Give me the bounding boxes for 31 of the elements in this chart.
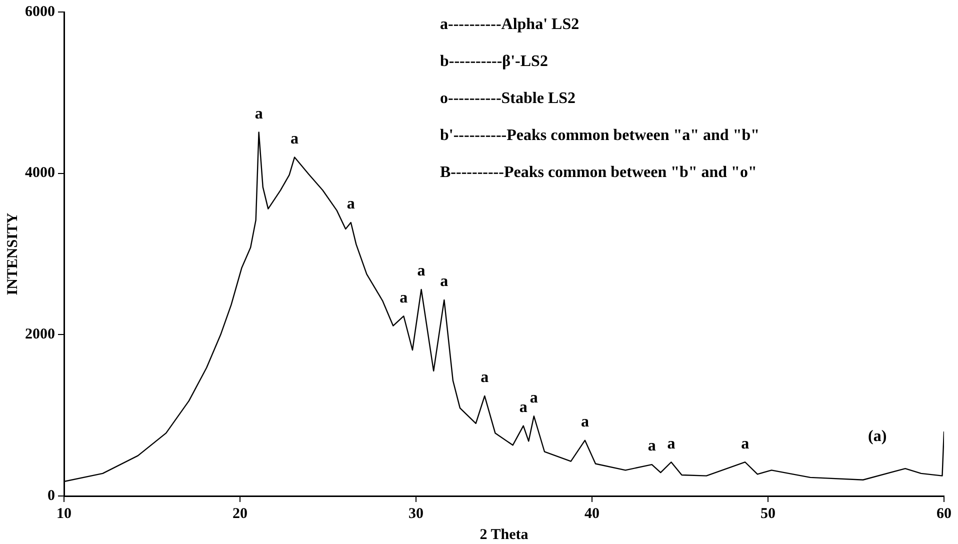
y-axis-title: INTENSITY [4,212,21,296]
annotation: a [346,196,355,213]
annotation: a [480,369,489,386]
y-tick-label: 0 [48,488,55,504]
x-tick-label: 20 [232,506,248,522]
annotation: a [530,389,538,406]
annotation: a [667,435,676,452]
annotation: a----------Alpha' LS2 [440,16,580,35]
annotation: b----------β'-LS2 [440,53,549,72]
x-tick-label: 60 [936,506,952,522]
annotation: a [417,262,426,280]
annotation: a [440,273,448,290]
x-tick-label: 50 [760,506,776,522]
annotation: a [741,435,750,452]
annotation: a [400,289,408,306]
annotation: a [519,398,528,416]
annotation: o----------Stable LS2 [440,90,577,109]
annotation: a [254,105,263,122]
annotation: a [580,413,589,430]
annotation: (a) [868,428,887,446]
y-tick-label: 6000 [25,4,55,20]
x-tick-label: 30 [408,506,424,522]
x-tick-label: 40 [584,506,600,522]
annotation: B----------Peaks common between "b" and "o" [440,164,758,183]
annotation: b'----------Peaks common between "a" and "b" [440,127,760,146]
annotation: a [648,438,656,455]
annotation: a [290,130,299,148]
y-tick-label: 4000 [25,165,55,182]
x-axis-title: 2 Theta [480,526,529,543]
y-tick-label: 2000 [25,326,55,343]
x-tick-label: 10 [56,506,72,522]
